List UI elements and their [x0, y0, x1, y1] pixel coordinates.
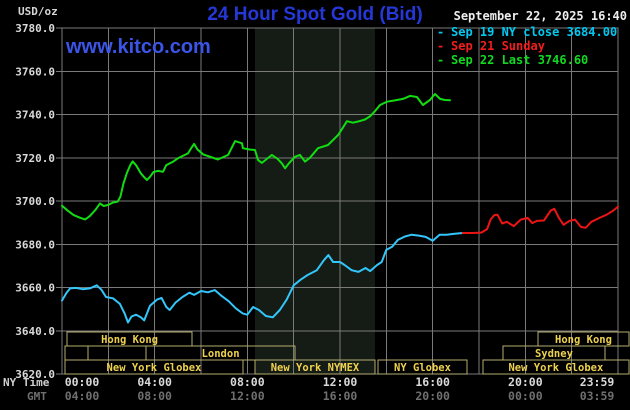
session-box-ny-globex — [377, 359, 468, 375]
page-title: 24 Hour Spot Gold (Bid) — [207, 4, 423, 25]
session-box-empty — [87, 345, 147, 361]
legend-label: Sep 21 Sunday — [451, 39, 545, 53]
x-axis-ny-label: 23:59 — [580, 375, 615, 389]
x-axis-ny-label: 00:00 — [65, 375, 100, 389]
x-axis-ny-label: 12:00 — [323, 375, 358, 389]
legend-entry: - Sep 22 Last 3746.60 — [437, 53, 617, 67]
y-axis-tick-label: 3720.0 — [15, 152, 55, 165]
series-line-sep-19-ny-close — [61, 232, 464, 324]
session-label: New York Globex — [508, 362, 604, 374]
x-axis-ny-label: 08:00 — [230, 375, 265, 389]
x-axis-gmt-label: 16:00 — [323, 389, 358, 403]
y-axis-tick-label: 3760.0 — [15, 65, 55, 78]
ny-time-axis-label: NY Time — [3, 376, 50, 389]
datetime-label: September 22, 2025 16:40 — [453, 9, 627, 23]
session-box-new-york-globex — [482, 359, 630, 375]
units-label: USD/oz — [18, 5, 58, 18]
x-axis-gmt-label: 04:00 — [65, 389, 100, 403]
series-line-sep-22 — [61, 93, 451, 221]
kitco-watermark-link[interactable]: www.kitco.com — [66, 36, 211, 58]
x-axis-gmt-label: 12:00 — [230, 389, 265, 403]
x-axis-gmt-label: 20:00 — [415, 389, 450, 403]
x-axis-ny-label: 16:00 — [415, 375, 450, 389]
y-axis-tick-label: 3620.0 — [15, 368, 55, 381]
legend-entry: - Sep 21 Sunday — [437, 39, 617, 53]
legend-dash-icon: - — [437, 39, 445, 53]
legend: - Sep 19 NY close 3684.00- Sep 21 Sunday - S… — [437, 25, 617, 67]
legend-label: Sep 22 Last 3746.60 — [451, 53, 589, 67]
y-axis-tick-label: 3640.0 — [15, 325, 55, 338]
x-axis-gmt-label: 00:00 — [508, 389, 543, 403]
y-axis-tick-label: 3740.0 — [15, 109, 55, 122]
session-label: Hong Kong — [555, 334, 612, 346]
legend-entry: - Sep 19 NY close 3684.00 — [437, 25, 617, 39]
gmt-axis-label: GMT — [27, 390, 47, 403]
legend-label: Sep 19 NY close 3684.00 — [451, 25, 618, 39]
legend-dash-icon: - — [437, 25, 445, 39]
y-axis-tick-label: 3780.0 — [15, 22, 55, 35]
x-axis-gmt-label: 08:00 — [137, 389, 172, 403]
session-label: NY Globex — [394, 362, 452, 374]
x-axis-ny-label: 20:00 — [508, 375, 543, 389]
session-box-new-york-nymex — [254, 359, 376, 375]
session-box-empty — [64, 345, 89, 361]
y-axis-tick-label: 3680.0 — [15, 238, 55, 251]
y-axis-tick-label: 3660.0 — [15, 282, 55, 295]
session-label: Hong Kong — [101, 334, 158, 346]
x-axis-ny-label: 04:00 — [137, 375, 172, 389]
session-label: New York Globex — [107, 362, 203, 374]
series-line-sep-21-sunday — [461, 205, 619, 234]
session-label: New York NYMEX — [271, 362, 360, 374]
session-label: London — [202, 348, 240, 360]
x-axis-gmt-label: 03:59 — [580, 389, 615, 403]
session-label: Sydney — [535, 348, 574, 360]
y-axis-tick-label: 3700.0 — [15, 195, 55, 208]
session-box-new-york-globex — [64, 359, 244, 375]
legend-dash-icon: - — [437, 53, 445, 67]
